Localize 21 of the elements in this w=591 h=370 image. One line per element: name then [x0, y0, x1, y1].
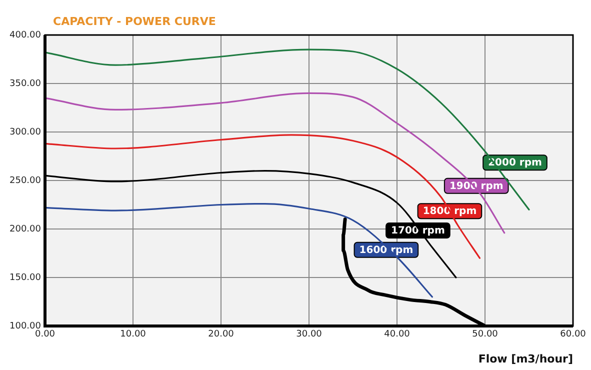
x-tick-label: 40.00 — [384, 330, 410, 340]
x-tick-label: 20.00 — [208, 330, 234, 340]
series-label: 1600 rpm — [359, 244, 414, 256]
y-tick-label: 350.00 — [10, 78, 42, 89]
y-tick-label: 300.00 — [10, 127, 42, 138]
x-tick-label: 30.00 — [296, 330, 322, 340]
x-tick-label: 0.00 — [34, 330, 56, 340]
series-label: 2000 rpm — [488, 158, 542, 169]
y-tick-label: 400.00 — [10, 30, 42, 40]
series-label: 1700 rpm — [391, 226, 445, 237]
y-tick-label: 250.00 — [10, 176, 42, 186]
x-axis-title: Flow [m3/hour] — [478, 352, 573, 366]
series-label: 1900 rpm — [449, 180, 504, 192]
line-series — [45, 134, 481, 259]
y-tick-label: 100.00 — [10, 321, 42, 332]
y-tick-label: 150.00 — [10, 272, 42, 283]
y-tick-label: 200.00 — [10, 224, 42, 234]
chart-title: CAPACITY - POWER CURVE — [53, 14, 216, 28]
x-tick-label: 10.00 — [120, 330, 146, 340]
x-tick-label: 50.00 — [472, 330, 498, 340]
x-tick-label: 60.00 — [560, 330, 586, 340]
